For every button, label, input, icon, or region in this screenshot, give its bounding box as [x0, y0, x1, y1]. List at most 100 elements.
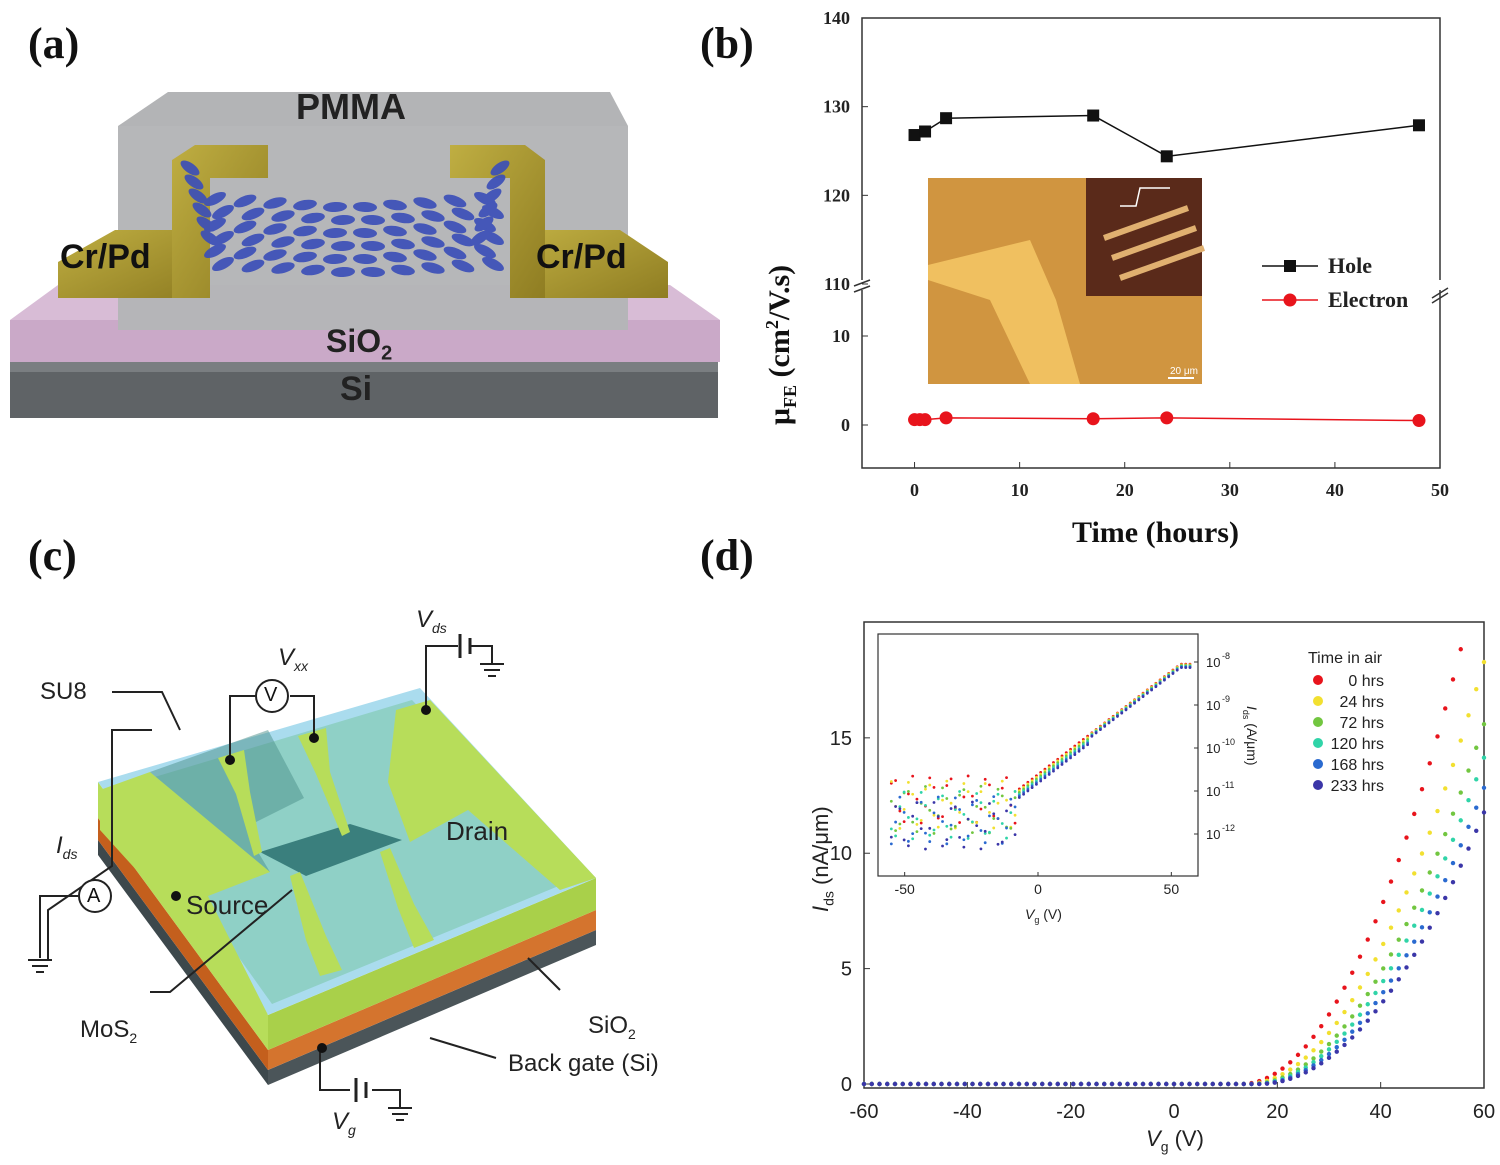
inset-x-tick-label: 0: [1034, 881, 1042, 897]
molecule-disk: [241, 259, 265, 273]
inset-data-point: [898, 826, 902, 830]
inset-data-point: [919, 827, 923, 831]
inset-data-point: [983, 782, 987, 785]
inset-data-point: [962, 788, 966, 792]
x-tick-label: 20: [1116, 480, 1134, 500]
inset-data-point: [992, 826, 996, 830]
legend-title: Time in air: [1308, 650, 1383, 667]
data-point: [1086, 1081, 1091, 1087]
probe-2: [298, 728, 350, 836]
inset-data-point: [1145, 691, 1149, 695]
inset-y-tick-label: 10: [1206, 741, 1220, 756]
inset-data-point: [996, 787, 1000, 791]
inset-data-point: [924, 787, 927, 791]
inset-data-point: [1056, 766, 1060, 770]
molecule-disk: [192, 202, 212, 218]
inset-data-point: [996, 817, 1000, 820]
mobility-chart: 0 10 20 30 40 50 110 120 130 140 0 10 20 μm Hole Elect…: [823, 8, 1449, 500]
data-point: [1427, 910, 1432, 915]
inset-data-point: [889, 842, 893, 846]
data-point: [1016, 1081, 1022, 1087]
inset-data-point: [1141, 695, 1145, 699]
inset-data-point: [996, 801, 1000, 805]
data-point: [1435, 734, 1440, 739]
data-point: [892, 1081, 898, 1087]
molecule-disk: [233, 220, 257, 234]
mos2-channel: [260, 824, 402, 876]
inset-data-point: [932, 785, 936, 789]
data-point: [1342, 1024, 1347, 1029]
data-point: [1303, 1055, 1308, 1060]
data-point: [1350, 998, 1355, 1003]
molecule-disk: [271, 262, 295, 274]
molecule-disk: [301, 264, 325, 276]
y-tick-label: 130: [823, 97, 850, 117]
probe-3: [290, 872, 342, 976]
inset-data-point: [898, 807, 902, 811]
hole-point: [940, 112, 953, 125]
afm-stripe: [1110, 225, 1198, 261]
data-point: [1063, 1081, 1068, 1087]
inset-data-point: [1150, 688, 1153, 692]
inset-data-point: [1005, 836, 1008, 840]
data-point: [1443, 831, 1448, 837]
legend-label: 24 hrs: [1340, 694, 1384, 711]
data-point: [1218, 1081, 1223, 1087]
inset-data-point: [1005, 826, 1008, 830]
molecule-disk: [443, 246, 467, 260]
x-tick-label: -60: [850, 1101, 879, 1123]
data-point: [1078, 1081, 1084, 1087]
data-point: [1357, 1027, 1363, 1032]
hole-point: [1087, 109, 1100, 122]
data-point: [1458, 738, 1463, 743]
inset-data-point: [1013, 796, 1017, 800]
voltmeter-label: V: [264, 684, 278, 706]
inset-data-point: [962, 845, 966, 849]
contact-dots: [171, 705, 431, 1053]
data-point: [1373, 1000, 1378, 1006]
afm-stripe: [1102, 205, 1190, 241]
inset-data-point: [915, 830, 919, 834]
molecule-disk: [233, 246, 257, 260]
molecule-disk: [184, 174, 204, 190]
electron-point: [1086, 412, 1100, 426]
data-point: [1373, 919, 1378, 924]
legend-label: 0 hrs: [1348, 673, 1384, 690]
chart-b-ylabel: μFE (cm2/V.s): [762, 264, 800, 425]
data-point: [970, 1081, 975, 1087]
inset-data-point: [992, 799, 996, 803]
inset-data-point: [941, 798, 944, 802]
data-point: [1280, 1066, 1285, 1071]
inset-data-point: [1073, 753, 1077, 757]
molecule-disk: [443, 194, 467, 208]
inset-electrode: [928, 240, 1080, 384]
data-point: [1133, 1081, 1138, 1087]
inset-data-point: [1086, 743, 1089, 747]
molecule-disk: [361, 214, 385, 226]
data-point: [1458, 818, 1463, 823]
data-point: [1210, 1081, 1215, 1087]
data-point: [1396, 937, 1401, 942]
inset-data-point: [1060, 763, 1064, 766]
inset-data-point: [966, 837, 970, 840]
data-point: [1481, 659, 1487, 665]
chart-d-ylabel: Ids (nA/μm): [808, 806, 837, 912]
source-label: Source: [186, 890, 269, 920]
inset-data-point: [1039, 779, 1043, 783]
inset-data-point: [1154, 685, 1158, 689]
inset-data-point: [1103, 724, 1107, 728]
inset-data-point: [941, 815, 944, 819]
data-point: [1303, 1070, 1308, 1075]
inset-data-point: [898, 805, 902, 809]
inset-data-point: [1000, 786, 1004, 790]
molecular-film: [180, 160, 510, 278]
inset-data-point: [915, 797, 919, 801]
inset-data-point: [902, 810, 906, 814]
inset-data-point: [1137, 698, 1141, 702]
data-point: [931, 1081, 936, 1087]
molecule-disk: [486, 174, 506, 190]
data-point: [1342, 1031, 1347, 1036]
molecule-disk: [180, 160, 200, 176]
inset-data-point: [919, 791, 923, 794]
inset-data-point: [932, 813, 936, 817]
